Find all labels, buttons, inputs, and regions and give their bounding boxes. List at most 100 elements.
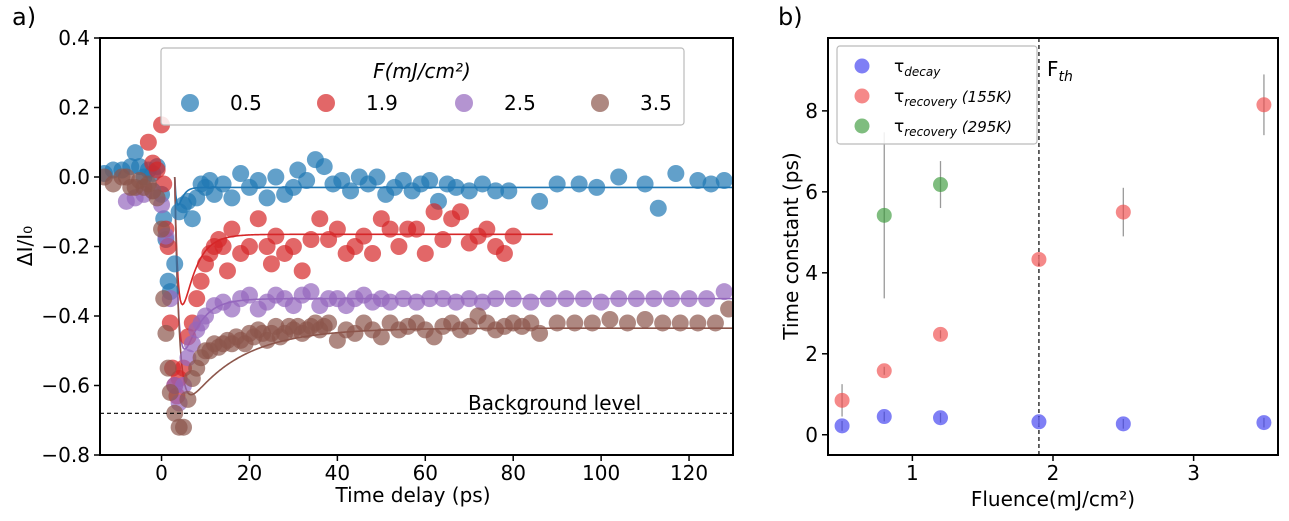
data-point-F0.5: [421, 171, 439, 189]
data-point-F2.5: [421, 290, 439, 308]
data-point-F0.5: [249, 171, 267, 189]
data-point-F3.5: [155, 290, 173, 308]
y-tick-label-b: 0: [805, 423, 818, 447]
data-point-F1.9: [262, 255, 280, 273]
data-point-F1.9: [240, 238, 258, 255]
data-point-decay: [933, 410, 948, 426]
data-points: [100, 116, 733, 436]
data-point-F1.9: [478, 220, 496, 238]
legend-marker: [181, 94, 199, 112]
data-point-F0.5: [232, 165, 250, 183]
data-point-F0.5: [258, 189, 276, 207]
data-point-decay: [1031, 414, 1047, 430]
x-tick-label-b: 2: [1047, 461, 1060, 485]
y-axis-label-b: Time constant (ps): [779, 152, 803, 340]
data-point-recovery: [876, 363, 892, 379]
data-point-F1.9: [139, 133, 157, 151]
data-point-F2.5: [473, 293, 491, 311]
data-point-recovery: [834, 392, 850, 408]
data-point-F3.5: [179, 390, 197, 408]
data-point-F0.5: [315, 158, 333, 176]
data-point-F1.9: [495, 244, 513, 262]
axis-ticks-b: 1 2 3 0 2 4 6 8: [805, 99, 1200, 485]
data-point-F2.5: [698, 290, 716, 308]
data-point-F2.5: [575, 290, 593, 308]
legend-marker-b: [854, 58, 870, 74]
legend-label-b: τrecovery (155K): [894, 87, 1012, 109]
data-point-F1.9: [311, 210, 329, 228]
x-tick-label: 40: [325, 461, 350, 485]
data-point-F2.5: [183, 335, 201, 353]
data-point-F1.9: [188, 290, 206, 308]
data-point-F3.5: [157, 324, 175, 342]
data-point-F0.5: [284, 178, 302, 196]
data-point-F2.5: [610, 290, 628, 308]
legend-a: F(mJ/cm²) 0.5 1.9 2.5 3.5: [160, 47, 685, 126]
data-point-F2.5: [557, 290, 575, 308]
background-level-annotation: Background level: [468, 391, 641, 415]
y-tick-label: 0.0: [58, 165, 90, 189]
data-point-F3.5: [566, 314, 584, 332]
time-constant-points: [834, 74, 1272, 434]
data-point-F1.9: [364, 244, 382, 262]
data-point-F3.5: [166, 404, 184, 422]
data-point-F2.5: [408, 293, 425, 311]
axis-ticks: 0 20 40 60 80 100 120 −0.8 −0.6 −0.4 −0.2 0.0 0.2 0.4: [41, 26, 708, 485]
data-point-F2.5: [522, 293, 540, 311]
data-point-F3.5: [689, 314, 707, 332]
data-point-F1.9: [192, 272, 210, 290]
data-point-F3.5: [619, 314, 636, 332]
plot-frame-a: [99, 37, 734, 456]
data-point-F1.9: [425, 203, 443, 221]
legend-label-b: τrecovery (295K): [894, 117, 1012, 139]
data-point-F3.5: [706, 314, 724, 332]
data-point-F0.5: [500, 182, 518, 200]
data-point-F1.9: [390, 238, 408, 255]
data-point-recovery: [1256, 97, 1272, 113]
data-point-recovery: [1031, 251, 1047, 267]
y-tick-label-b: 4: [805, 261, 818, 285]
data-point-F3.5: [720, 300, 733, 318]
data-point-F3.5: [161, 383, 179, 401]
x-tick-label: 100: [582, 461, 620, 485]
legend-marker-b: [854, 118, 870, 134]
legend-title: F(mJ/cm²): [373, 59, 471, 83]
data-point-decay: [1115, 416, 1131, 432]
data-point-F0.5: [201, 171, 219, 189]
data-point-F3.5: [583, 314, 601, 332]
legend-label: 2.5: [504, 91, 536, 115]
y-tick-label: −0.6: [41, 374, 90, 398]
y-tick-label-b: 2: [805, 342, 818, 366]
y-tick-label-b: 6: [805, 180, 818, 204]
data-point-F2.5: [487, 290, 505, 308]
data-point-F0.5: [570, 175, 588, 193]
data-point-F0.5: [460, 182, 478, 200]
legend-marker: [317, 94, 335, 112]
data-point-F2.5: [434, 290, 452, 308]
data-point-decay: [876, 409, 892, 425]
data-point-F3.5: [320, 314, 338, 332]
data-point-F3.5: [636, 310, 654, 328]
legend-label-b: τdecay: [894, 57, 941, 79]
data-point-F0.5: [223, 189, 241, 207]
y-tick-label-b: 8: [805, 99, 818, 123]
y-tick-label: 0.2: [58, 96, 90, 120]
y-tick-label: −0.2: [41, 235, 90, 259]
data-point-F0.5: [183, 210, 201, 228]
data-point-F0.5: [588, 178, 606, 196]
data-point-F2.5: [460, 290, 478, 308]
data-point-recovery: [1115, 204, 1131, 220]
data-point-F2.5: [627, 290, 645, 308]
data-point-F0.5: [610, 168, 628, 186]
legend-label: 1.9: [366, 91, 398, 115]
data-point-F3.5: [531, 324, 549, 342]
data-point-F2.5: [302, 283, 320, 301]
data-point-F1.9: [223, 220, 241, 238]
data-point-F3.5: [148, 189, 166, 207]
data-point-F3.5: [159, 359, 177, 377]
threshold-label: Fth: [1047, 57, 1073, 85]
panel-b: b) Fth 1 2 3 0 2 4 6 8 Fluence(mJ/cm²) Time con…: [778, 3, 1279, 511]
data-point-F3.5: [601, 310, 619, 328]
panel-b-label: b): [778, 3, 803, 31]
data-point-F3.5: [654, 314, 672, 332]
